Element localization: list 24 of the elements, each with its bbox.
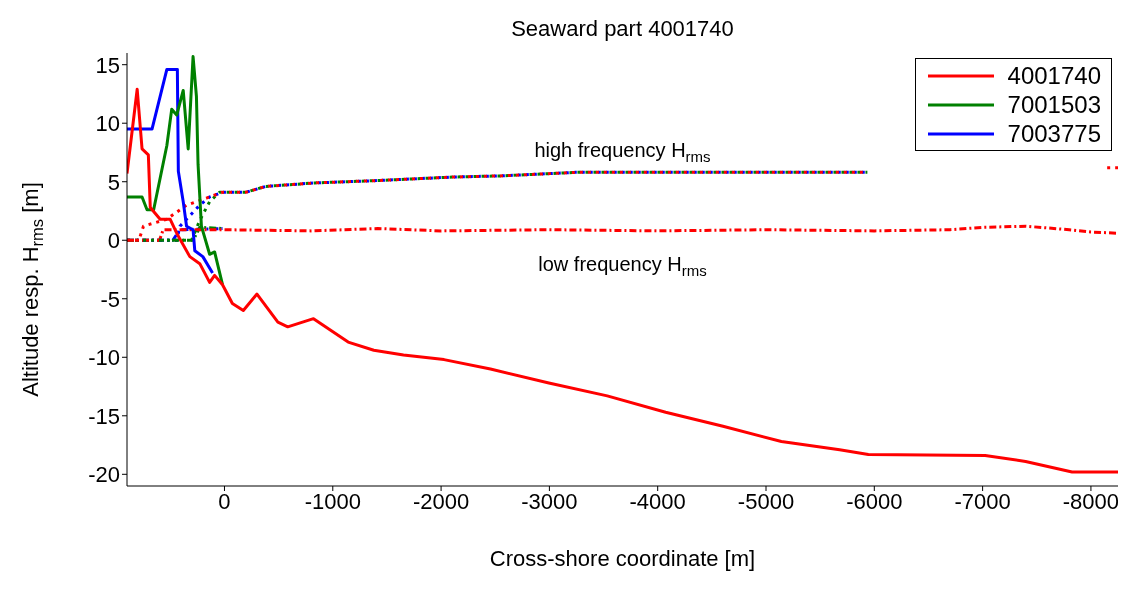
- y-tick-label: 10: [95, 111, 120, 137]
- x-tick-label: -3000: [521, 488, 578, 514]
- x-tick-label: -1000: [304, 488, 361, 514]
- x-tick-label: -8000: [1062, 488, 1120, 514]
- y-tick-label: -5: [100, 286, 120, 312]
- y-tick-label: -20: [88, 462, 120, 488]
- x-tick-label: -4000: [629, 488, 686, 514]
- y-tick-label: 5: [107, 169, 120, 195]
- annotation: high frequency H$_{rms}$: [534, 139, 711, 165]
- y-tick-label: 0: [107, 228, 120, 254]
- legend-label: 4001740: [1007, 61, 1101, 90]
- y-tick-label: -10: [88, 345, 120, 371]
- x-tick-label: -6000: [846, 488, 903, 514]
- legend-label: 7001503: [1007, 90, 1101, 119]
- x-tick-label: 0: [218, 488, 231, 514]
- x-tick-label: -5000: [737, 488, 795, 514]
- x-tick-label: -7000: [954, 488, 1011, 514]
- annotation: low frequency H$_{rms}$: [538, 252, 707, 279]
- x-axis-title: Cross-shore coordinate [m]: [489, 546, 756, 571]
- chart-title: Seaward part 4001740: [511, 16, 734, 41]
- legend-label: 7003775: [1007, 119, 1101, 148]
- x-tick-label: -2000: [412, 488, 470, 514]
- y-tick-label: 15: [95, 52, 120, 78]
- y-tick-label: -15: [88, 403, 120, 429]
